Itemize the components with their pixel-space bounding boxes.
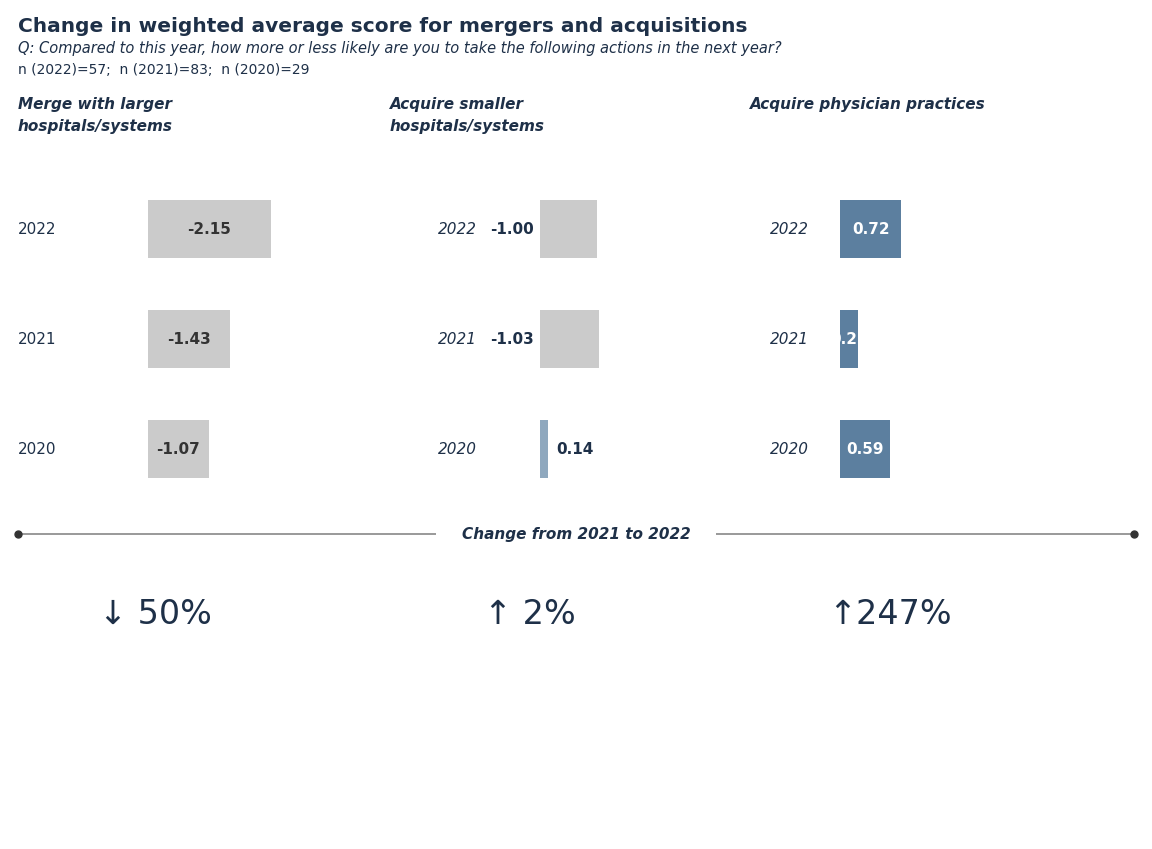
Text: Q: Compared to this year, how more or less likely are you to take the following : Q: Compared to this year, how more or le… xyxy=(18,41,781,56)
Text: Change from 2021 to 2022: Change from 2021 to 2022 xyxy=(462,526,690,542)
Text: -1.00: -1.00 xyxy=(491,222,535,237)
Text: Merge with larger
hospitals/systems: Merge with larger hospitals/systems xyxy=(18,97,173,133)
Text: -1.43: -1.43 xyxy=(167,331,211,346)
Text: -1.07: -1.07 xyxy=(157,441,200,457)
Bar xyxy=(540,310,599,368)
Text: ↑ 2%: ↑ 2% xyxy=(484,598,576,631)
Text: 2021: 2021 xyxy=(770,331,809,346)
Text: n (2022)=57;  n (2021)=83;  n (2020)=29: n (2022)=57; n (2021)=83; n (2020)=29 xyxy=(18,63,310,77)
Text: 0.59: 0.59 xyxy=(847,441,884,457)
Text: ↓ 50%: ↓ 50% xyxy=(99,598,212,631)
Text: Acquire physician practices: Acquire physician practices xyxy=(750,97,986,112)
Text: 0.14: 0.14 xyxy=(556,441,593,457)
Text: Change in weighted average score for mergers and acquisitions: Change in weighted average score for mer… xyxy=(18,17,748,36)
Bar xyxy=(147,310,229,368)
Bar xyxy=(840,200,901,258)
Bar xyxy=(147,200,271,258)
Text: 2020: 2020 xyxy=(770,441,809,457)
Text: 0.21: 0.21 xyxy=(831,331,867,346)
Bar xyxy=(540,420,548,478)
Text: 2021: 2021 xyxy=(438,331,477,346)
Text: 2021: 2021 xyxy=(18,331,56,346)
Text: 2020: 2020 xyxy=(18,441,56,457)
Text: -2.15: -2.15 xyxy=(188,222,232,237)
Bar xyxy=(435,522,717,546)
Text: 2022: 2022 xyxy=(438,222,477,237)
Bar xyxy=(840,310,858,368)
Text: 2022: 2022 xyxy=(18,222,56,237)
Text: ↑247%: ↑247% xyxy=(828,598,952,631)
Text: Acquire smaller
hospitals/systems: Acquire smaller hospitals/systems xyxy=(391,97,545,133)
Text: 2020: 2020 xyxy=(438,441,477,457)
Bar xyxy=(840,420,890,478)
Text: 2022: 2022 xyxy=(770,222,809,237)
Bar xyxy=(147,420,209,478)
Bar xyxy=(540,200,597,258)
Text: 0.72: 0.72 xyxy=(851,222,889,237)
Text: -1.03: -1.03 xyxy=(491,331,535,346)
